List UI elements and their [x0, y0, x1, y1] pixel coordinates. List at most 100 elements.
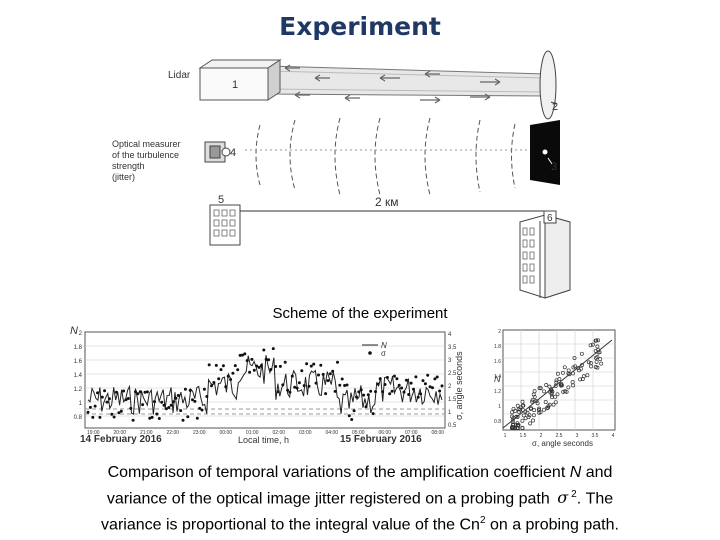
scatter-point	[566, 368, 571, 373]
scatter-x-tick: 3.5	[592, 433, 599, 439]
n-point	[290, 374, 294, 378]
n-point	[400, 386, 404, 390]
scatter-point	[532, 394, 537, 399]
n-point	[319, 363, 323, 367]
n-point	[255, 364, 259, 368]
timeseries-x-tick: 04:00	[326, 430, 339, 436]
n-point	[193, 399, 197, 403]
n-point	[350, 418, 354, 421]
n-point	[324, 392, 328, 396]
n-point	[409, 381, 413, 385]
n-point	[274, 365, 278, 368]
n-point	[145, 390, 149, 394]
timeseries-y-label: N	[70, 325, 78, 337]
n-point	[333, 389, 337, 393]
scatter-point	[589, 364, 593, 369]
n-point	[88, 405, 92, 409]
n-series-points	[86, 347, 444, 422]
n-point	[438, 389, 442, 393]
n-point	[164, 407, 168, 411]
n-point	[155, 412, 159, 416]
n-point	[212, 381, 216, 384]
caption-cn-sup: 2	[479, 515, 486, 527]
scatter-point	[553, 400, 558, 405]
scatter-point	[554, 378, 559, 383]
n-point	[317, 373, 320, 377]
n-point	[302, 384, 306, 388]
n-point	[157, 417, 161, 420]
number-5: 5	[218, 194, 224, 206]
n-point	[371, 412, 375, 416]
timeseries-x-tick: 03:00	[299, 430, 312, 436]
scatter-point	[555, 392, 560, 397]
n-point	[264, 357, 268, 361]
scatter-point	[593, 355, 598, 360]
n-point	[297, 381, 301, 385]
scatter-point	[510, 410, 514, 415]
timeseries-y2-tick: 0.5	[448, 423, 457, 429]
caption-line1-a: Comparison of temporal variations of the…	[107, 464, 570, 481]
scatter-x-tick: 2	[540, 433, 543, 439]
optical-measurer-device	[204, 141, 231, 163]
scatter-x-tick: 4	[612, 433, 615, 439]
timeseries-x-tick: 19:00	[87, 430, 100, 436]
scatter-point	[510, 414, 515, 419]
n-point	[419, 392, 423, 396]
n-point	[110, 412, 114, 416]
scatter-point	[537, 410, 542, 415]
n-point	[414, 375, 418, 379]
scatter-point	[520, 399, 525, 404]
n-point	[286, 388, 290, 392]
n-point	[374, 390, 377, 394]
timeseries-y2-tick: 2.5	[448, 371, 457, 377]
beam-arrows	[284, 64, 501, 104]
regression-line	[502, 339, 613, 429]
n-point	[347, 414, 351, 418]
n-point	[257, 365, 261, 369]
n-point	[440, 384, 444, 388]
scatter-point	[531, 418, 535, 423]
scatter-point	[537, 406, 542, 411]
n-point	[198, 406, 202, 410]
scatter-point	[580, 363, 584, 368]
timeseries-x-tick: 07:00	[405, 430, 418, 436]
n-point	[126, 397, 130, 400]
scatter-point	[511, 406, 516, 411]
wavefronts	[245, 117, 530, 196]
n-point	[352, 409, 356, 413]
scatter-point	[558, 382, 563, 387]
n-point	[402, 390, 406, 394]
n-point	[355, 395, 358, 399]
black-target	[530, 120, 560, 185]
scatter-y-tick: 1.8	[494, 344, 501, 350]
number-2: 2	[552, 101, 558, 113]
n-point	[395, 377, 399, 381]
scatter-y-tick: 1.2	[494, 389, 501, 395]
n-point	[96, 391, 99, 395]
n-point	[181, 418, 185, 422]
n-point	[134, 390, 137, 394]
scatter-x-tick: 1.5	[520, 433, 527, 439]
n-point	[250, 357, 254, 361]
scatter-y-label: N	[494, 374, 501, 384]
scatter-point	[549, 391, 554, 396]
scatter-point	[572, 356, 577, 361]
n-point	[426, 373, 430, 377]
scatter-point	[580, 377, 585, 381]
n-point	[238, 353, 242, 357]
scatter-point	[529, 406, 534, 411]
n-point	[343, 384, 347, 387]
n-point	[219, 368, 223, 372]
scatter-point	[511, 422, 515, 427]
optical-label-line-3: strength	[112, 161, 145, 171]
scatter-point	[510, 426, 514, 430]
n-point	[131, 418, 135, 422]
scatter-point	[590, 342, 595, 347]
n-point	[357, 390, 361, 394]
n-point	[259, 364, 263, 367]
n-point	[252, 368, 256, 372]
n-point	[153, 400, 156, 404]
scatter-point	[515, 403, 520, 408]
n-point	[423, 382, 427, 386]
